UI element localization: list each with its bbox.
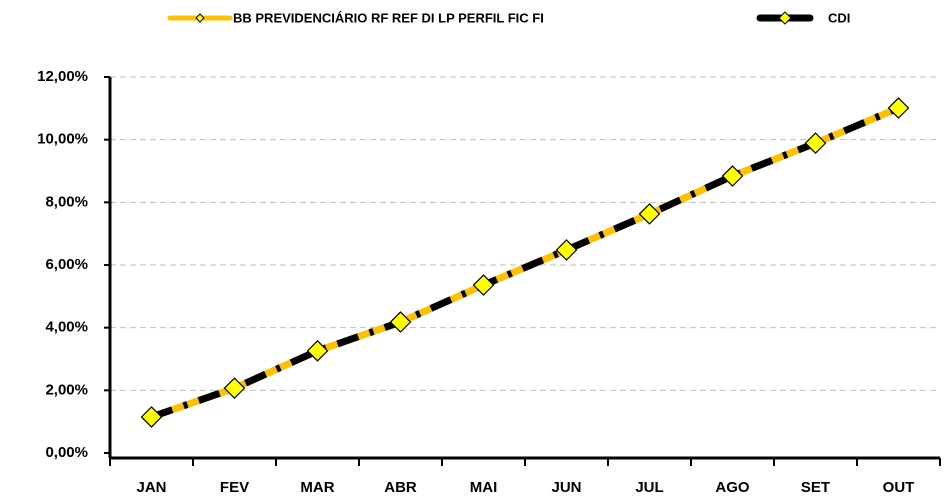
legend-label: CDI	[828, 10, 850, 25]
point-marker	[389, 311, 412, 333]
x-tick-label: JAN	[136, 479, 166, 496]
point-marker	[638, 203, 661, 225]
x-tick-label: SET	[801, 479, 830, 496]
legend-marker	[778, 11, 792, 25]
y-tick-label: 2,00%	[45, 381, 88, 398]
point-marker	[887, 97, 910, 119]
x-tick-label: JUN	[551, 479, 581, 496]
x-tick-label: AGO	[715, 479, 750, 496]
y-tick-label: 0,00%	[45, 444, 88, 461]
point-marker	[306, 340, 329, 362]
legend: BB PREVIDENCIÁRIO RF REF DI LP PERFIL FI…	[167, 10, 850, 25]
y-tick-label: 6,00%	[45, 256, 88, 273]
y-tick-label: 12,00%	[37, 68, 88, 85]
legend-label: BB PREVIDENCIÁRIO RF REF DI LP PERFIL FI…	[233, 10, 544, 25]
legend-marker	[195, 13, 205, 23]
point-marker	[472, 274, 495, 296]
series-line	[150, 104, 900, 421]
point-marker	[140, 406, 163, 428]
x-tick-label: FEV	[220, 479, 249, 496]
x-tick-label: OUT	[883, 479, 915, 496]
point-marker	[223, 377, 246, 399]
point-marker	[721, 165, 744, 187]
y-tick-label: 4,00%	[45, 319, 88, 336]
x-tick-label: ABR	[384, 479, 417, 496]
y-tick-label: 10,00%	[37, 131, 88, 148]
x-tick-label: JUL	[635, 479, 663, 496]
y-tick-label: 8,00%	[45, 193, 88, 210]
x-tick-label: MAR	[300, 479, 334, 496]
point-marker	[804, 132, 827, 154]
point-marker	[555, 239, 578, 261]
x-tick-label: MAI	[470, 479, 498, 496]
